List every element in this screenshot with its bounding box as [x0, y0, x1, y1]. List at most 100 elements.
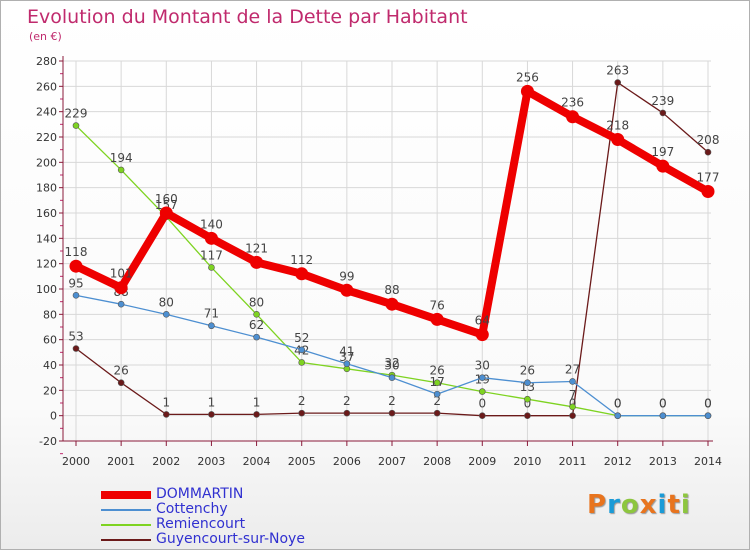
data-point — [569, 403, 576, 411]
x-tick-label: 2011 — [559, 455, 587, 468]
y-tick-label: 40 — [43, 359, 57, 372]
proxiti-logo: Proxiti — [587, 490, 691, 520]
y-tick-label: 140 — [36, 232, 57, 245]
data-label: 76 — [430, 298, 445, 312]
data-point — [704, 148, 712, 156]
data-point — [253, 311, 260, 318]
y-tick-label: -20 — [39, 435, 57, 448]
data-label: 0 — [614, 397, 622, 411]
data-label: 71 — [204, 307, 219, 321]
y-tick-label: 280 — [36, 55, 57, 68]
data-point — [524, 379, 531, 387]
data-label: 52 — [294, 331, 309, 345]
data-label: 160 — [155, 192, 178, 206]
legend-label: Guyencourt-sur-Noye — [156, 531, 305, 547]
y-tick-label: 220 — [36, 131, 57, 144]
data-point — [478, 374, 486, 381]
data-label: 64 — [475, 314, 490, 328]
data-point — [659, 109, 667, 117]
data-label: 2 — [388, 394, 396, 408]
data-label: 236 — [561, 96, 584, 110]
data-point — [566, 110, 580, 124]
data-point — [343, 409, 351, 417]
data-label: 80 — [249, 295, 264, 309]
data-label: 0 — [478, 397, 486, 411]
data-label: 27 — [565, 362, 580, 376]
data-point — [433, 409, 441, 417]
data-label: 140 — [200, 217, 223, 231]
data-label: 117 — [200, 248, 223, 262]
data-label: 17 — [430, 375, 445, 389]
legend-swatch — [101, 524, 151, 526]
data-label: 13 — [520, 380, 535, 394]
data-point — [701, 184, 715, 198]
y-tick-label: 240 — [36, 106, 57, 119]
data-point — [204, 231, 218, 245]
data-label: 121 — [245, 241, 268, 255]
legend-label: Remiencourt — [156, 516, 246, 532]
data-point — [298, 409, 306, 417]
data-point — [433, 379, 441, 387]
data-point — [569, 378, 576, 385]
data-point — [475, 328, 489, 342]
y-tick-label: 260 — [36, 80, 57, 93]
data-label: 0 — [704, 397, 712, 411]
data-point — [520, 84, 534, 98]
data-label: 101 — [110, 267, 133, 281]
logo-letter: t — [667, 490, 681, 520]
data-point — [298, 346, 306, 354]
logo-letter: o — [620, 490, 640, 520]
data-label: 1 — [208, 395, 216, 409]
y-tick-label: 0 — [50, 410, 57, 423]
data-label: 177 — [697, 170, 720, 184]
x-tick-label: 2012 — [604, 455, 632, 468]
x-tick-label: 2014 — [694, 455, 722, 468]
data-label: 194 — [110, 151, 133, 165]
data-point — [343, 360, 351, 368]
data-label: 1 — [162, 395, 170, 409]
x-tick-label: 2001 — [107, 455, 135, 468]
legend-swatch — [101, 539, 151, 541]
data-label: 80 — [159, 295, 174, 309]
data-point — [69, 259, 83, 273]
data-label: 0 — [659, 397, 667, 411]
legend-label: Cottenchy — [156, 501, 228, 517]
x-tick-label: 2000 — [62, 455, 90, 468]
data-point — [385, 297, 399, 311]
data-point — [704, 412, 712, 419]
x-tick-label: 2009 — [468, 455, 496, 468]
data-point — [208, 411, 215, 418]
data-point — [208, 264, 215, 271]
data-label: 218 — [606, 119, 629, 133]
data-point — [162, 311, 170, 318]
data-label: 2 — [343, 394, 351, 408]
x-tick-label: 2004 — [243, 455, 271, 468]
legend-label: DOMMARTIN — [156, 486, 244, 502]
data-label: 26 — [520, 364, 535, 378]
data-label: 62 — [249, 318, 264, 332]
logo-letter: i — [680, 490, 691, 520]
data-label: 88 — [384, 283, 399, 297]
data-point — [72, 292, 80, 299]
data-label: 2 — [298, 394, 306, 408]
data-point — [208, 322, 215, 330]
data-point — [478, 412, 486, 419]
data-label: 0 — [704, 397, 712, 411]
data-point — [656, 159, 670, 173]
data-label: 2 — [433, 394, 441, 408]
logo-letter: x — [639, 490, 658, 520]
data-label: 118 — [65, 245, 88, 259]
x-tick-label: 2013 — [649, 455, 677, 468]
x-tick-label: 2010 — [513, 455, 541, 468]
data-point — [162, 411, 170, 418]
data-point — [388, 374, 396, 381]
logo-letter: r — [607, 490, 621, 520]
data-label: 0 — [524, 397, 532, 411]
data-label: 263 — [606, 64, 629, 78]
data-point — [388, 409, 396, 417]
data-label: 26 — [114, 364, 129, 378]
x-tick-label: 2002 — [152, 455, 180, 468]
legend-swatch — [101, 491, 151, 499]
